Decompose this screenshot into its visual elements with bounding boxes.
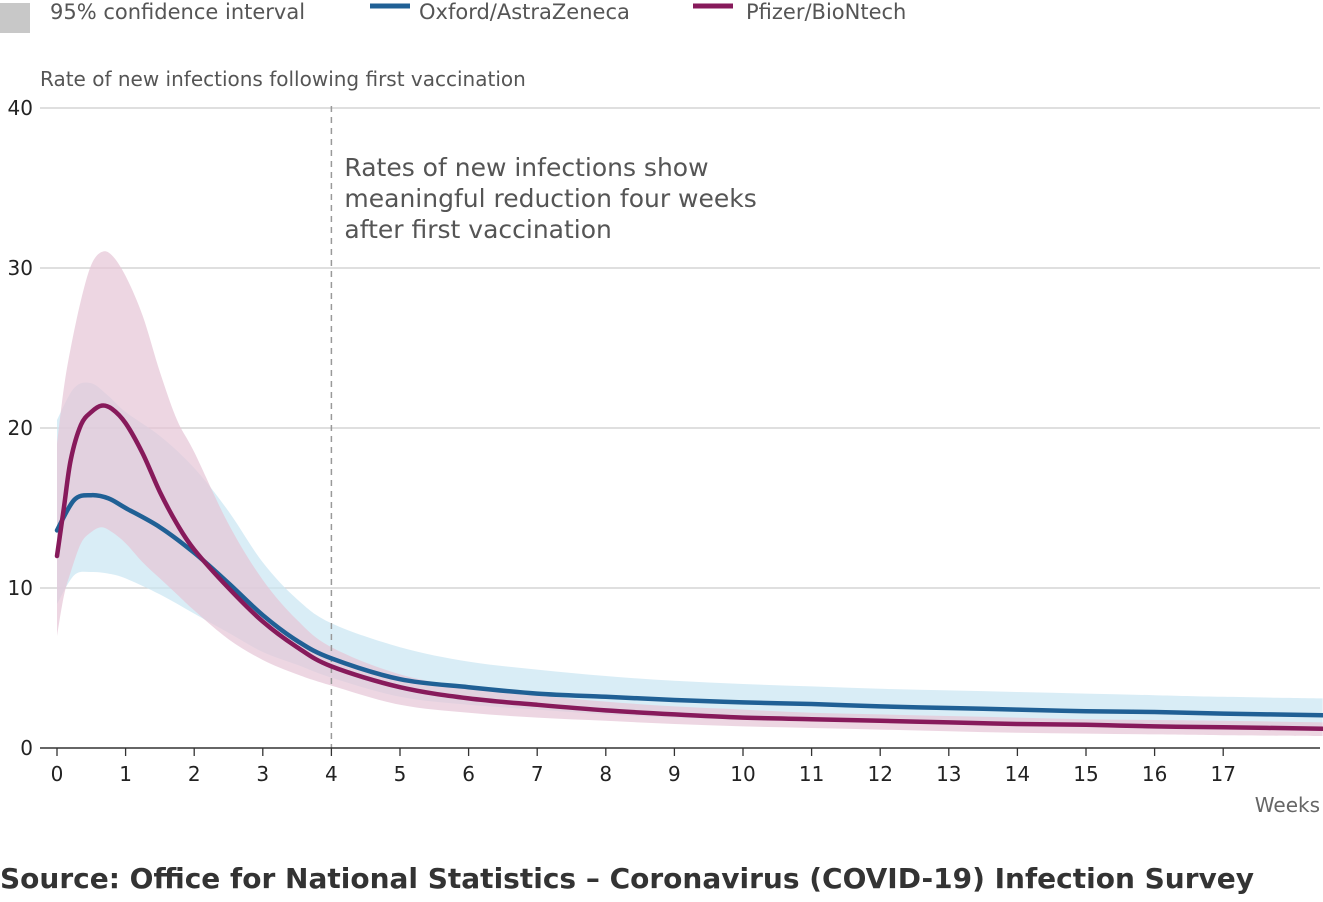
x-tick-label: 17: [1210, 762, 1235, 786]
y-tick-label: 20: [8, 416, 33, 440]
y-tick-label: 10: [8, 576, 33, 600]
x-ticks: 0 1 2 3 4 5 6 7 8 9 10 11 12 13 14 15 16 17: [51, 748, 1236, 786]
y-tick-label: 40: [8, 96, 33, 120]
x-tick-label: 13: [936, 762, 961, 786]
series-line-pfizer: [54, 403, 1323, 732]
x-tick-label: 16: [1142, 762, 1167, 786]
legend-swatch-confidence-interval: [0, 3, 30, 33]
source-note: Source: Office for National Statistics –…: [0, 862, 1255, 895]
x-tick-label: 3: [256, 762, 269, 786]
y-axis-label: Rate of new infections following first v…: [40, 67, 526, 91]
x-tick-label: 9: [668, 762, 681, 786]
annotation-line-text: meaningful reduction four weeks: [344, 184, 756, 213]
x-tick-label: 15: [1073, 762, 1098, 786]
x-axis-label: Weeks: [1255, 793, 1320, 817]
x-tick-label: 2: [188, 762, 201, 786]
confidence-band-pfizer: [57, 251, 1323, 736]
x-tick-label: 5: [394, 762, 407, 786]
x-tick-label: 11: [799, 762, 824, 786]
annotation-line-text: Rates of new infections show: [344, 153, 708, 182]
x-tick-label: 7: [531, 762, 544, 786]
x-tick-label: 1: [119, 762, 132, 786]
legend-label-oxford: Oxford/AstraZeneca: [419, 0, 630, 24]
x-tick-label: 0: [51, 762, 64, 786]
x-tick-label: 4: [325, 762, 338, 786]
x-tick-label: 6: [462, 762, 475, 786]
annotation-line-text: after first vaccination: [344, 215, 612, 244]
confidence-bands: [57, 251, 1323, 736]
legend: 95% confidence interval Oxford/AstraZene…: [0, 0, 906, 33]
y-tick-label: 0: [20, 736, 33, 760]
y-tick-labels: 0 10 20 30 40: [8, 96, 33, 760]
confidence-band-oxford: [57, 382, 1323, 731]
x-tick-label: 14: [1005, 762, 1030, 786]
y-tick-label: 30: [8, 256, 33, 280]
legend-label-pfizer: Pfizer/BioNtech: [746, 0, 906, 24]
series-line-oxford: [54, 492, 1323, 718]
x-tick-label: 12: [867, 762, 892, 786]
series-lines: [54, 403, 1323, 732]
legend-label-confidence-interval: 95% confidence interval: [50, 0, 305, 24]
x-tick-label: 10: [730, 762, 755, 786]
annotation-text: Rates of new infections show meaningful r…: [344, 153, 756, 244]
x-tick-label: 8: [599, 762, 612, 786]
